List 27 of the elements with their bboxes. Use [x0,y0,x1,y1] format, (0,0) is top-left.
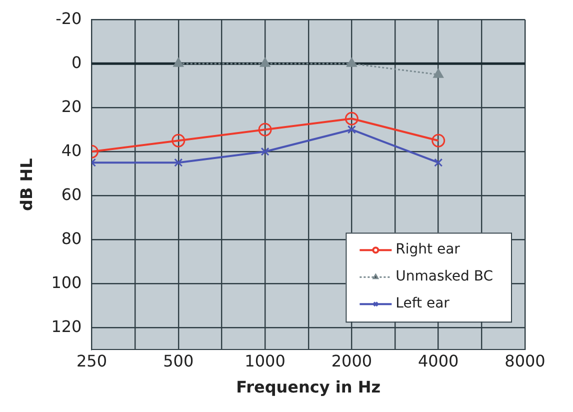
point [344,112,358,126]
legend-label: Left ear [396,296,450,312]
point [432,134,446,148]
x-tick-label: 500 [163,351,194,370]
point [258,122,272,136]
y-tick-label: 80 [61,228,82,248]
y-tick-label: 20 [61,96,82,116]
x-tick-label: 4000 [418,351,459,370]
x-tick-label: 2000 [331,351,372,370]
y-axis-title: dB HL [16,158,36,212]
point [174,158,183,167]
point [434,158,443,167]
y-tick-label: 60 [61,184,82,204]
y-tick-label: -20 [56,8,82,28]
legend-label: Right ear [396,242,460,258]
point [172,134,186,148]
y-tick-label: 120 [51,316,82,336]
y-tick-label: 100 [51,272,82,292]
y-tick-label: 40 [61,140,82,160]
point [260,147,270,156]
x-tick-label: 1000 [244,351,286,370]
x-tick-label: 250 [76,351,108,370]
legend-label: Unmasked BC [396,268,494,285]
x-tick-label: 8000 [504,351,546,370]
point [347,125,356,134]
y-tick-label: 0 [72,52,82,72]
x-axis-title: Frequency in Hz [236,378,381,397]
